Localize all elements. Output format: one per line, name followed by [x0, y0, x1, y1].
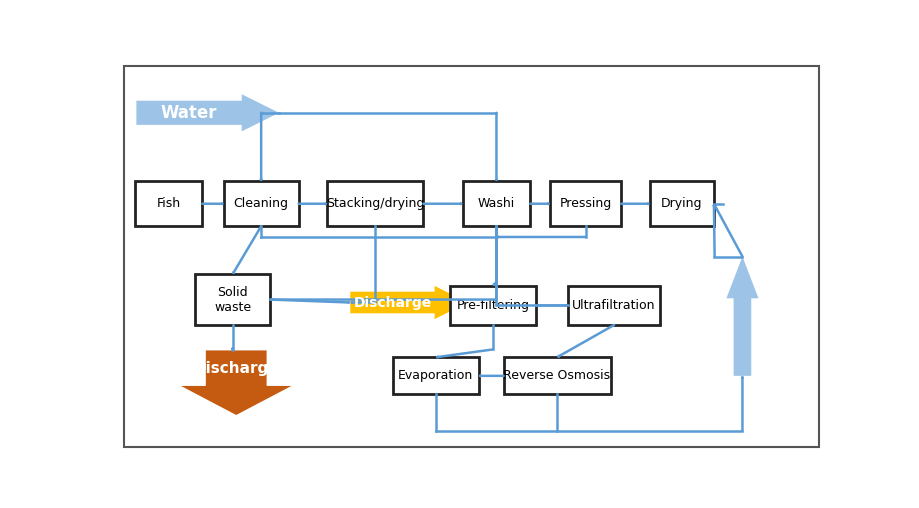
Text: Fish: Fish: [156, 197, 180, 210]
Text: Water: Water: [161, 104, 217, 122]
Polygon shape: [181, 351, 291, 415]
Text: Drying: Drying: [661, 197, 702, 210]
Text: Solid
waste: Solid waste: [214, 285, 251, 313]
Text: Pre-filtering: Pre-filtering: [456, 299, 528, 312]
Text: Ultrafiltration: Ultrafiltration: [572, 299, 655, 312]
Polygon shape: [350, 286, 468, 319]
Text: Discharge: Discharge: [193, 361, 278, 376]
FancyBboxPatch shape: [223, 181, 299, 226]
FancyBboxPatch shape: [123, 66, 819, 448]
Text: Washi: Washi: [477, 197, 515, 210]
FancyBboxPatch shape: [462, 181, 529, 226]
FancyBboxPatch shape: [567, 286, 660, 325]
FancyBboxPatch shape: [649, 181, 713, 226]
FancyBboxPatch shape: [392, 357, 478, 394]
Polygon shape: [726, 257, 757, 376]
FancyBboxPatch shape: [327, 181, 423, 226]
Text: Cleaning: Cleaning: [233, 197, 289, 210]
Text: Reverse Osmosis: Reverse Osmosis: [503, 369, 610, 383]
FancyBboxPatch shape: [134, 181, 202, 226]
FancyBboxPatch shape: [195, 274, 270, 325]
FancyBboxPatch shape: [550, 181, 620, 226]
FancyBboxPatch shape: [503, 357, 610, 394]
Text: Evaporation: Evaporation: [398, 369, 473, 383]
Text: Stacking/drying: Stacking/drying: [325, 197, 424, 210]
Text: Discharge: Discharge: [353, 296, 431, 309]
FancyBboxPatch shape: [449, 286, 535, 325]
Text: Pressing: Pressing: [559, 197, 611, 210]
Polygon shape: [136, 94, 278, 132]
